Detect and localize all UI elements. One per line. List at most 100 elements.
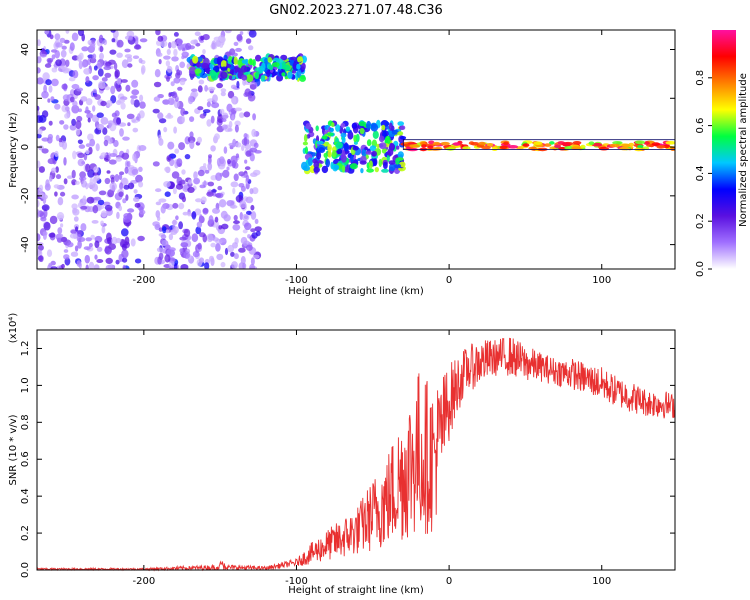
- spectrogram-blob: [185, 42, 192, 51]
- spectrogram-blob: [37, 249, 42, 255]
- spectrogram-blob: [138, 166, 143, 172]
- spectrogram-blob: [133, 196, 140, 203]
- spectrogram-blob: [37, 67, 41, 74]
- spectrogram-blob: [98, 190, 107, 196]
- spectrogram-blob: [121, 243, 127, 251]
- spectrogram-blob: [138, 181, 144, 188]
- spectrogram-blob: [609, 143, 620, 148]
- spectrogram-blob: [198, 79, 205, 85]
- spectrogram-blob: [81, 46, 89, 52]
- spectrogram-blob: [51, 54, 56, 60]
- spectrogram-blob: [38, 184, 44, 192]
- spectrogram-blob: [111, 38, 116, 43]
- spectrogram-blob: [178, 142, 186, 151]
- spectrogram-blob: [131, 79, 139, 88]
- spectrogram-blob: [173, 77, 181, 84]
- spectrogram-blob: [37, 233, 41, 242]
- spectrogram-blob: [99, 52, 104, 60]
- spectrogram-blob: [211, 40, 217, 49]
- spectrogram-blob: [230, 84, 237, 90]
- spectrogram-blob: [41, 110, 49, 118]
- spectrogram-blob: [252, 254, 260, 259]
- spectrogram-blob: [253, 142, 259, 149]
- spectrogram-blob: [133, 44, 142, 50]
- spectrogram-blob: [381, 124, 386, 131]
- spectrogram-blob: [211, 71, 219, 81]
- spectrogram-blob: [207, 86, 216, 91]
- spectrogram-blob: [47, 98, 51, 103]
- spectrogram-blob: [82, 195, 87, 204]
- spectrogram-blob: [191, 211, 197, 220]
- spectrogram-blob: [132, 55, 140, 59]
- spectrogram-blob: [350, 155, 354, 163]
- spectrogram-blob: [251, 128, 257, 138]
- spectrogram-blob: [86, 196, 95, 204]
- spectrogram-blob: [255, 54, 262, 62]
- spectrogram-blob: [139, 38, 148, 43]
- spectrogram-blob: [103, 39, 108, 46]
- spectrogram-blob: [96, 112, 104, 118]
- spectrogram-blob: [134, 258, 142, 264]
- spectrogram-blob: [92, 176, 98, 184]
- spectrogram-blob: [470, 142, 480, 146]
- spectrogram-blob: [48, 232, 56, 238]
- spectrogram-blob: [70, 229, 77, 234]
- spectrogram-blob: [321, 135, 328, 140]
- spectrogram-blob: [365, 150, 372, 155]
- spectrogram-blob: [41, 194, 48, 200]
- spectrogram-blob: [51, 78, 59, 87]
- spectrogram-blob: [113, 62, 118, 71]
- spectrogram-blob: [228, 142, 237, 147]
- spectrogram-blob: [100, 220, 104, 226]
- spectrogram-blob: [162, 226, 167, 234]
- spectrogram-x-tick-label: -100: [285, 275, 308, 286]
- spectrogram-blob: [68, 77, 76, 82]
- spectrogram-blob: [220, 261, 226, 268]
- spectrogram-blob: [100, 210, 108, 218]
- spectrogram-blob: [252, 113, 256, 121]
- spectrogram-blob: [116, 211, 120, 219]
- spectrogram-blob: [106, 170, 111, 174]
- spectrogram-blob: [164, 254, 171, 263]
- spectrogram-blob: [111, 112, 117, 118]
- spectrogram-blob: [114, 69, 120, 78]
- spectrogram-blob: [157, 35, 164, 42]
- spectrogram-blob: [331, 122, 335, 127]
- snr-y-tick-label: 1.0: [20, 377, 31, 393]
- spectrogram-blob: [341, 154, 347, 163]
- spectrogram-blob: [79, 171, 86, 179]
- spectrogram-blob: [66, 242, 74, 248]
- spectrogram-blob: [118, 173, 123, 180]
- spectrogram-blob: [160, 234, 167, 239]
- spectrogram-blob: [54, 50, 60, 59]
- spectrogram-blob: [173, 32, 179, 37]
- spectrogram-blob: [181, 115, 185, 123]
- spectrogram-blob: [58, 138, 63, 143]
- spectrogram-blob: [72, 150, 77, 160]
- spectrogram-blob: [109, 182, 117, 191]
- spectrogram-blob: [243, 133, 248, 139]
- spectrogram-x-axis-label: Height of straight line (km): [288, 286, 424, 297]
- spectrogram-blob: [194, 208, 202, 216]
- spectrogram-blob: [92, 75, 99, 81]
- spectrogram-blob: [91, 220, 99, 224]
- spectrogram-blob: [61, 45, 67, 50]
- spectrogram-blob: [85, 163, 91, 173]
- spectrogram-blob: [163, 181, 171, 188]
- spectrogram-blob: [254, 150, 262, 154]
- spectrogram-blob: [63, 254, 70, 260]
- spectrogram-y-tick-label: 0: [20, 144, 31, 150]
- spectrogram-blob: [234, 124, 239, 133]
- spectrogram-blob: [230, 181, 239, 188]
- spectrogram-blob: [384, 135, 391, 145]
- spectrogram-blob: [318, 147, 326, 153]
- spectrogram-blob: [131, 118, 137, 123]
- spectrogram-blob: [245, 150, 252, 157]
- spectrogram-blob: [189, 131, 194, 138]
- spectrogram-blob: [199, 214, 203, 223]
- spectrogram-blob: [180, 251, 185, 256]
- spectrogram-blob: [244, 222, 252, 231]
- snr-x-tick-label: -200: [132, 576, 155, 587]
- spectrogram-blob: [207, 181, 215, 187]
- spectrogram-blob: [57, 227, 63, 235]
